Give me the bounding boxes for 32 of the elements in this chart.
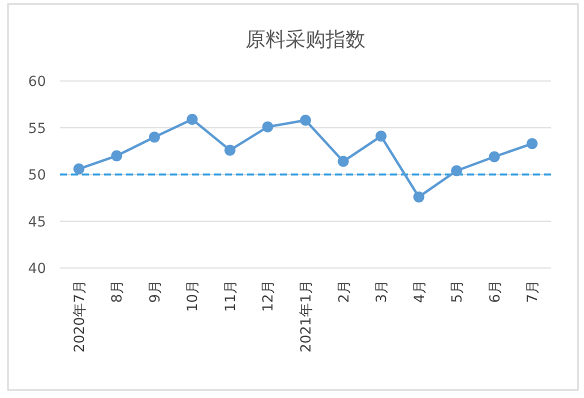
point: [73, 163, 84, 174]
x-tick-label: 2020年7月: [72, 280, 88, 353]
x-tick-label: 2021年1月: [298, 280, 314, 353]
point: [186, 114, 198, 125]
x-tick-label: 7月: [525, 280, 542, 303]
x-tick-label: 12月: [260, 280, 277, 312]
y-tick-label: 50: [28, 168, 46, 184]
y-tick-label: 60: [28, 74, 46, 90]
point: [413, 191, 424, 202]
x-tick-label: 11月: [222, 280, 239, 312]
point: [300, 114, 311, 126]
y-tick-label: 55: [28, 120, 46, 137]
point: [148, 132, 160, 143]
point: [488, 151, 500, 162]
point: [224, 144, 236, 156]
x-tick-label: 4月: [412, 280, 428, 303]
point: [338, 156, 349, 167]
point: [526, 138, 538, 150]
point: [111, 150, 122, 162]
x-tick-label: 2月: [336, 280, 352, 303]
point: [451, 165, 462, 176]
point: [262, 121, 274, 132]
x-tick-label: 10月: [185, 280, 202, 312]
x-tick-label: 8月: [110, 280, 126, 303]
x-tick-label: 6月: [487, 280, 504, 303]
y-tick-label: 40: [28, 261, 46, 277]
x-tick-label: 3月: [374, 280, 390, 303]
x-tick-label: 9月: [147, 280, 164, 303]
y-tick-label: 45: [28, 214, 46, 230]
x-tick-label: 5月: [450, 280, 466, 303]
chart-title: 原料采购指数: [246, 27, 366, 51]
point: [376, 130, 387, 142]
